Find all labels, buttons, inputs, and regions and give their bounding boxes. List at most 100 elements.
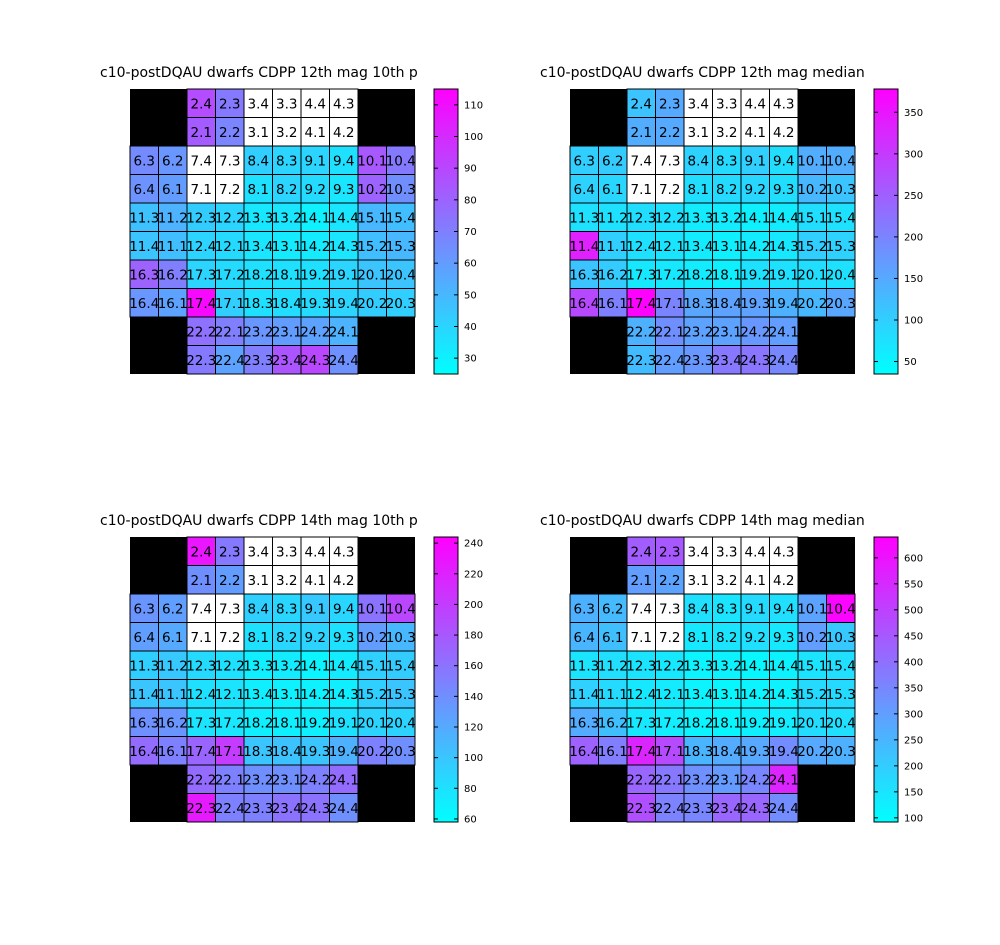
heatmap-cell [626,679,656,709]
cell-label: 9.2 [745,182,766,198]
heatmap-panel-4: c10-postDQAU dwarfs CDPP 14th mag median… [540,513,923,824]
cell-label: 18.3 [243,744,273,760]
cell-label: 10.1 [797,601,827,617]
cell-label: 17.2 [655,267,685,283]
cell-label: 15.1 [357,210,387,226]
cell-label: 4.1 [305,125,326,141]
cell-label: 4.4 [745,96,766,112]
cell-label: 9.1 [305,153,326,169]
heatmap-cell [712,231,742,261]
cell-label: 15.4 [386,210,416,226]
cell-label: 14.2 [300,239,330,255]
cell-label: 9.1 [745,153,766,169]
cell-label: 2.1 [191,125,212,141]
heatmap-cell [740,259,770,289]
heatmap-cell [386,707,416,737]
cell-label: 6.3 [574,601,595,617]
cell-label: 16.4 [569,744,599,760]
heatmap-cell [300,259,330,289]
cell-label: 19.4 [329,744,359,760]
heatmap-cell [272,536,302,566]
heatmap-cell [797,622,827,652]
cell-label: 4.1 [745,125,766,141]
cell-label: 23.1 [272,324,302,340]
heatmap-cell [826,622,856,652]
cell-label: 14.3 [769,239,799,255]
colorbar-tick-label: 300 [904,149,923,160]
heatmap-cell [300,145,330,175]
heatmap-cell [215,345,245,375]
colorbar-tick-label: 600 [904,553,923,564]
heatmap-cell [740,593,770,623]
cell-label: 15.3 [386,687,416,703]
cell-label: 7.2 [219,182,240,198]
heatmap-cell [300,736,330,766]
cell-label: 20.4 [826,267,856,283]
cell-label: 15.3 [386,239,416,255]
colorbar-tick-label: 550 [904,579,923,590]
colorbar-tick-label: 200 [464,600,483,611]
cell-label: 12.3 [186,210,216,226]
heatmap-cell [769,707,799,737]
heatmap-cell [769,288,799,318]
cell-label: 16.4 [569,296,599,312]
cell-label: 16.2 [158,267,188,283]
cell-label: 19.3 [300,296,330,312]
cell-label: 17.3 [186,267,216,283]
cell-label: 8.2 [716,630,737,646]
cell-label: 17.3 [626,267,656,283]
cell-label: 11.3 [569,658,599,674]
cell-label: 12.3 [626,210,656,226]
cell-label: 12.1 [215,687,245,703]
heatmap-cell [215,174,245,204]
cell-label: 9.2 [745,630,766,646]
colorbar-tick-label: 30 [464,354,477,365]
heatmap-cell [272,259,302,289]
cell-label: 13.1 [712,239,742,255]
cell-label: 19.4 [329,296,359,312]
colorbar-tick-label: 120 [464,723,483,734]
heatmap-cell [712,536,742,566]
cell-label: 23.3 [243,353,273,369]
cell-label: 4.3 [773,544,794,560]
cell-label: 12.2 [215,658,245,674]
cell-label: 20.4 [386,267,416,283]
heatmap-cell [329,259,359,289]
cell-label: 6.1 [602,630,623,646]
cell-label: 18.3 [243,296,273,312]
cell-label: 3.1 [688,125,709,141]
cell-label: 15.2 [357,239,387,255]
heatmap-cell [826,679,856,709]
heatmap-cell [329,736,359,766]
cell-label: 20.4 [826,715,856,731]
colorbar-tick-label: 100 [904,813,923,824]
cell-label: 20.3 [826,744,856,760]
cell-label: 10.3 [386,182,416,198]
cell-label: 6.1 [602,182,623,198]
heatmap-cell [243,88,273,118]
heatmap-cell [186,593,216,623]
heatmap-cell [129,593,159,623]
cell-label: 9.3 [333,630,354,646]
cell-label: 9.2 [305,630,326,646]
cell-label: 7.3 [219,601,240,617]
heatmap-cell [129,231,159,261]
heatmap-cell [243,565,273,595]
cell-label: 24.1 [769,324,799,340]
heatmap-cell [272,117,302,147]
panel-title: c10-postDQAU dwarfs CDPP 14th mag 10th p [100,513,418,529]
heatmap-cell [626,736,656,766]
heatmap-cell [386,174,416,204]
colorbar-tick-label: 70 [464,227,477,238]
heatmap-cell [329,316,359,346]
cell-label: 23.4 [712,353,742,369]
heatmap-cell [357,736,387,766]
cell-label: 20.2 [797,744,827,760]
heatmap-cell [300,793,330,823]
cell-label: 3.4 [248,544,269,560]
heatmap-cell [769,174,799,204]
heatmap-cell [215,259,245,289]
cell-label: 10.4 [826,153,856,169]
heatmap-cell [329,593,359,623]
cell-label: 2.3 [219,96,240,112]
